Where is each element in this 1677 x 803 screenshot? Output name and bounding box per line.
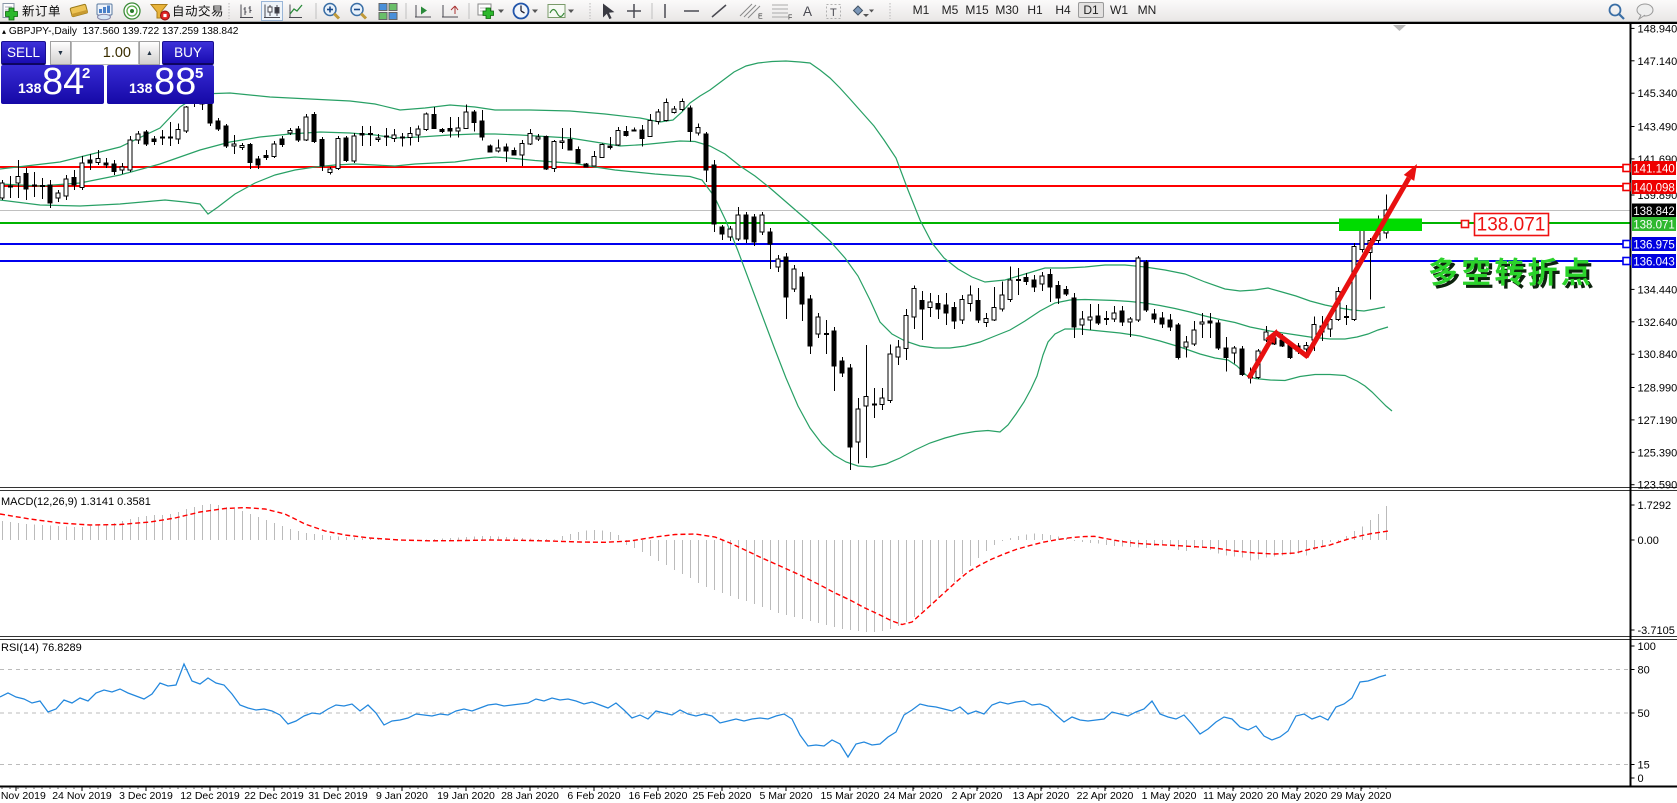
svg-text:125.390: 125.390	[1638, 447, 1677, 459]
svg-text:138.071: 138.071	[1633, 220, 1675, 232]
svg-text:0: 0	[1638, 773, 1644, 785]
svg-text:0.00: 0.00	[1638, 535, 1659, 547]
svg-text:20 May 2020: 20 May 2020	[1267, 790, 1328, 802]
svg-text:123.590: 123.590	[1638, 480, 1677, 492]
svg-text:28 Jan 2020: 28 Jan 2020	[501, 790, 559, 802]
svg-text:22 Apr 2020: 22 Apr 2020	[1077, 790, 1134, 802]
svg-text:13 Apr 2020: 13 Apr 2020	[1013, 790, 1070, 802]
svg-text:E: E	[758, 14, 763, 21]
svg-text:16 Feb 2020: 16 Feb 2020	[629, 790, 688, 802]
svg-text:148.940: 148.940	[1638, 23, 1677, 35]
svg-text:100: 100	[1638, 641, 1656, 653]
svg-text:134.440: 134.440	[1638, 284, 1677, 296]
svg-text:140.098: 140.098	[1633, 183, 1675, 195]
svg-text:24 Nov 2019: 24 Nov 2019	[52, 790, 112, 802]
svg-text:80: 80	[1638, 665, 1650, 677]
svg-text:9 Jan 2020: 9 Jan 2020	[376, 790, 428, 802]
svg-text:127.190: 127.190	[1638, 415, 1677, 427]
svg-text:12 Dec 2019: 12 Dec 2019	[180, 790, 240, 802]
svg-text:-3.7105: -3.7105	[1638, 625, 1675, 637]
svg-text:1 May 2020: 1 May 2020	[1142, 790, 1197, 802]
svg-text:11 May 2020: 11 May 2020	[1203, 790, 1263, 802]
svg-text:5 Mar 2020: 5 Mar 2020	[759, 790, 812, 802]
svg-text:19 Jan 2020: 19 Jan 2020	[437, 790, 495, 802]
svg-text:2 Apr 2020: 2 Apr 2020	[952, 790, 1003, 802]
svg-text:MACD(12,26,9) 1.3141 0.3581: MACD(12,26,9) 1.3141 0.3581	[1, 496, 151, 508]
svg-text:31 Dec 2019: 31 Dec 2019	[308, 790, 368, 802]
svg-text:138.842: 138.842	[1633, 206, 1675, 218]
svg-text:T: T	[830, 7, 837, 19]
svg-text:50: 50	[1638, 708, 1650, 720]
svg-text:147.140: 147.140	[1638, 56, 1677, 68]
svg-text:130.840: 130.840	[1638, 349, 1677, 361]
svg-text:15 Mar 2020: 15 Mar 2020	[821, 790, 880, 802]
svg-text:3 Dec 2019: 3 Dec 2019	[119, 790, 173, 802]
svg-text:128.990: 128.990	[1638, 383, 1677, 395]
svg-text:F: F	[788, 15, 792, 22]
svg-text:143.490: 143.490	[1638, 122, 1677, 134]
svg-text:A: A	[803, 4, 812, 19]
svg-text:145.340: 145.340	[1638, 88, 1677, 100]
svg-text:1.7292: 1.7292	[1638, 500, 1672, 512]
svg-text:14 Nov 2019: 14 Nov 2019	[0, 790, 46, 802]
svg-text:6 Feb 2020: 6 Feb 2020	[567, 790, 620, 802]
svg-text:136.043: 136.043	[1633, 257, 1675, 269]
svg-text:138.071: 138.071	[1477, 215, 1546, 236]
svg-text:132.640: 132.640	[1638, 317, 1677, 329]
svg-text:29 May 2020: 29 May 2020	[1331, 790, 1392, 802]
svg-text:22 Dec 2019: 22 Dec 2019	[244, 790, 304, 802]
svg-text:25 Feb 2020: 25 Feb 2020	[693, 790, 752, 802]
svg-text:RSI(14) 76.8289: RSI(14) 76.8289	[1, 642, 82, 654]
svg-text:24 Mar 2020: 24 Mar 2020	[884, 790, 943, 802]
svg-text:15: 15	[1638, 760, 1650, 772]
svg-text:136.975: 136.975	[1633, 240, 1675, 252]
svg-text:141.140: 141.140	[1633, 164, 1675, 176]
